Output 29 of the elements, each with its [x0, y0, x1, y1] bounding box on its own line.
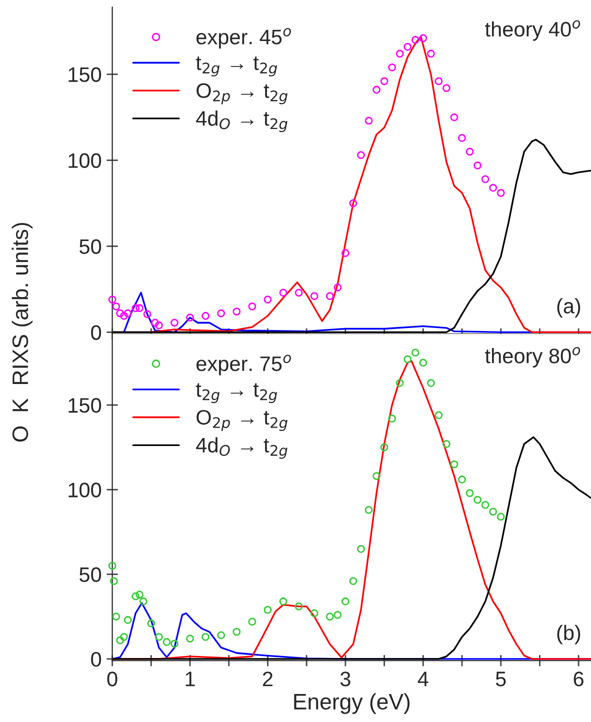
legend-label: exper. 45$^{o}$ [196, 28, 291, 49]
y-tick-label: 0 [91, 652, 102, 667]
y-tick-label: 150 [68, 67, 102, 82]
legend-label: t$_{2g}$ → t$_{2g}$ [196, 383, 278, 404]
y-tick-label: 50 [80, 567, 102, 582]
y-tick-label: 100 [68, 482, 102, 498]
legend-label: exper. 75$^{o}$ [196, 354, 291, 376]
annotation: (b) [557, 624, 580, 644]
y-tick-label: 50 [80, 239, 102, 254]
x-tick-label: 3 [340, 672, 350, 686]
x-tick-label: 4 [418, 672, 428, 686]
legend-label: t$_{2g}$ → t$_{2g}$ [196, 56, 278, 76]
x-tick-label: 1 [186, 672, 195, 686]
y-axis-title: O K RIXS (arb. units) [12, 222, 33, 442]
annotation: theory 40$^{o}$ [485, 20, 580, 41]
x-tick-label: 0 [107, 672, 118, 686]
x-axis-title: Energy (eV) [294, 693, 410, 714]
x-tick-label: 2 [262, 672, 272, 686]
annotation: (a) [557, 298, 580, 318]
annotation: theory 80$^{o}$ [485, 346, 580, 368]
x-tick-label: 6 [574, 672, 584, 686]
y-tick-label: 0 [91, 325, 102, 340]
x-tick-label: 5 [496, 672, 506, 686]
legend-label: O$_{2p}$ → t$_{2g}$ [196, 410, 288, 431]
y-tick-label: 150 [68, 398, 102, 413]
legend-label: O$_{2p}$ → t$_{2g}$ [196, 83, 288, 104]
legend-label: 4d$_{O}$ → t$_{2g}$ [196, 437, 288, 459]
y-tick-label: 100 [68, 153, 102, 168]
legend-label: 4d$_{O}$ → t$_{2g}$ [196, 110, 288, 132]
